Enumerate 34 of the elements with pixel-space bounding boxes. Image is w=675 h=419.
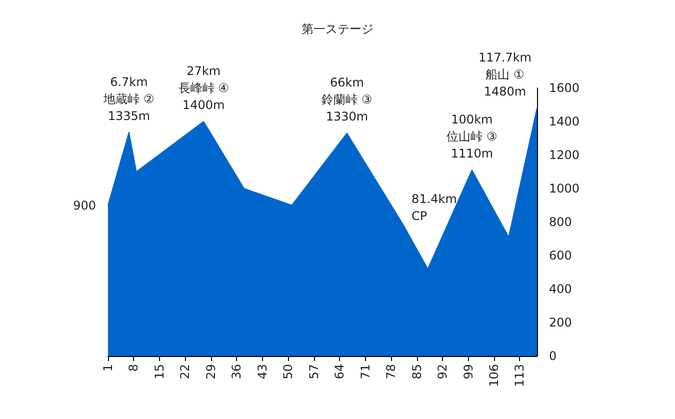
x-tick-label: 64 <box>332 364 347 380</box>
annotation: 6.7km 地蔵峠 ② 1335m <box>102 74 154 123</box>
x-tick-label: 43 <box>255 364 270 380</box>
x-tick-label: 106 <box>486 364 501 387</box>
y-tick-label: 1400 <box>549 114 580 128</box>
x-tick-label: 71 <box>358 364 372 380</box>
x-tick-label: 1 <box>101 364 115 372</box>
y-tick-label: 1600 <box>549 81 580 95</box>
x-tick-label: 29 <box>204 364 218 380</box>
x-tick-label: 57 <box>306 364 321 380</box>
annotation: 27km 長峰峠 ④ 1400m <box>178 64 229 112</box>
x-tick-label: 50 <box>281 364 296 380</box>
annotation: 66km 鈴蘭峠 ③ 1330m <box>322 76 372 124</box>
y-tick-label: 1000 <box>549 182 580 196</box>
x-tick-label: 113 <box>512 364 527 387</box>
y-tick-label: 1200 <box>549 148 580 162</box>
x-tick-label: 15 <box>152 364 166 380</box>
y-tick-label: 800 <box>549 215 572 229</box>
y-tick-label: 400 <box>549 282 572 296</box>
y-tick-label: 200 <box>549 316 572 330</box>
y-tick-label: 600 <box>549 248 572 262</box>
annotation: 81.4km CP <box>412 192 457 223</box>
chart-title: 第一ステージ <box>302 22 374 36</box>
x-tick-label: 78 <box>384 364 398 380</box>
annotation: 900 <box>73 198 96 212</box>
x-tick-label: 85 <box>410 364 424 380</box>
x-tick-label: 22 <box>178 364 192 380</box>
x-tick-label: 8 <box>126 364 141 372</box>
x-tick-label: 92 <box>436 364 450 380</box>
x-tick-label: 99 <box>461 364 476 380</box>
y-tick-label: 0 <box>549 349 557 363</box>
annotation: 117.7km 船山 ① 1480m <box>478 50 532 99</box>
x-tick-label: 36 <box>230 364 244 380</box>
annotation: 100km 位山峠 ③ 1110m <box>446 112 498 161</box>
